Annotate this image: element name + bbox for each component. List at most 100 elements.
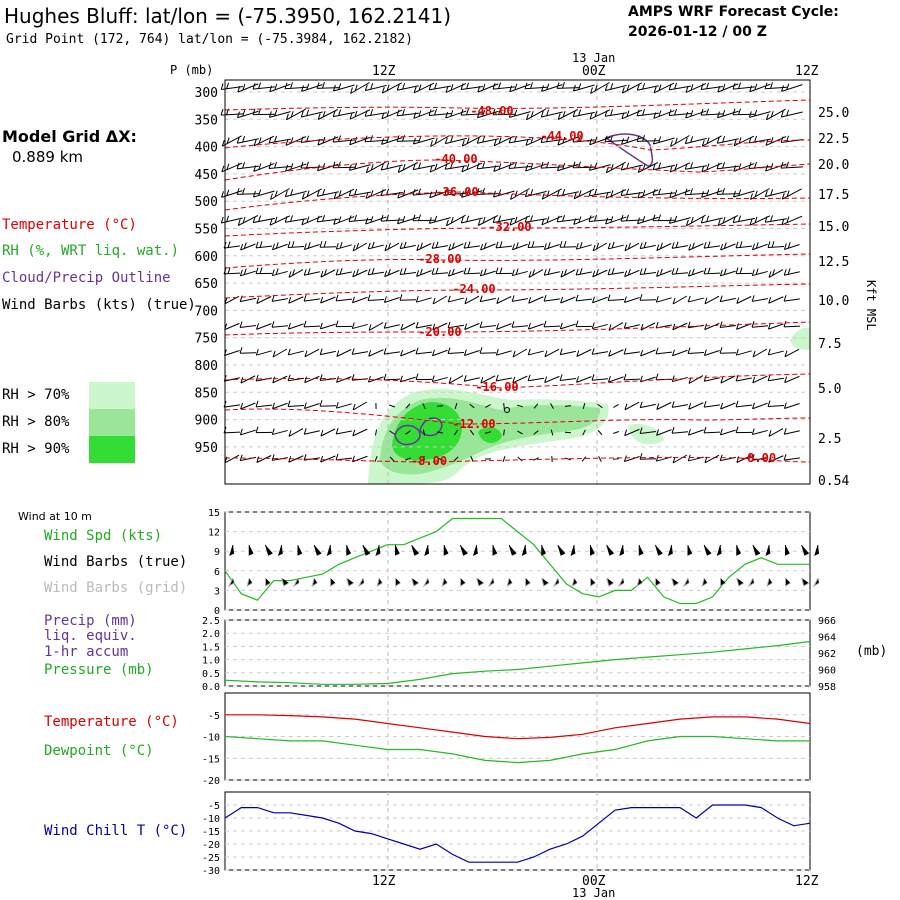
wind-barb (533, 403, 539, 409)
wind-barb (368, 349, 384, 357)
wind-barb-true (248, 545, 254, 556)
wind-barb-true (362, 544, 371, 556)
wind-barb-grid (357, 577, 365, 588)
temperature-tick: -10 (202, 733, 220, 744)
wind-barb (271, 321, 289, 328)
wind-barb-true (752, 544, 761, 556)
rh70-swatch (89, 382, 135, 409)
wind-barb (556, 82, 580, 89)
pressure-tick-label: 400 (195, 141, 218, 156)
legend-cloud-outline: Cloud/Precip Outline (2, 270, 171, 286)
wind-barb (560, 269, 576, 278)
wind-barb-grid (346, 577, 355, 587)
wind-barb (560, 296, 576, 304)
wind-barb (271, 428, 288, 436)
pressure-tick-label: 350 (195, 113, 218, 128)
wind-barb (432, 322, 448, 331)
wind-barb (336, 376, 352, 383)
wind-barb-grid (376, 577, 383, 588)
wind-barb (397, 215, 419, 225)
wind-barb (656, 429, 672, 436)
cycle-label: AMPS WRF Forecast Cycle: (628, 4, 839, 20)
wind-barb (704, 454, 720, 464)
wind-barb (492, 215, 515, 224)
wind-barb (564, 431, 572, 434)
wind-barb (636, 82, 659, 91)
wind-barb (237, 109, 259, 119)
wind-barb (463, 349, 480, 356)
wind-barb (544, 348, 560, 358)
wind-barb (477, 109, 499, 119)
wind-barb (381, 82, 402, 94)
wind-barb (550, 429, 554, 436)
temperature-contour (224, 191, 811, 211)
wind-barb (415, 347, 433, 355)
wind-barb (256, 296, 272, 304)
wind-barb (287, 400, 305, 408)
wind-barb (783, 294, 800, 302)
wind-barb-grid (525, 578, 531, 587)
wind-barb (652, 136, 675, 145)
wind-chill-tick: -25 (202, 853, 220, 864)
wind-barb (732, 108, 756, 116)
wind-barb (383, 322, 400, 329)
wind-barb (336, 349, 352, 357)
wind-barb (303, 453, 320, 461)
temperature-contour (224, 159, 811, 181)
wind-barb (655, 296, 672, 303)
top-tick-12z-b: 12Z (795, 64, 819, 79)
wind-barb (597, 429, 603, 436)
wind-barb (751, 321, 769, 328)
wind-barb (236, 188, 260, 195)
wind-barb-true (521, 544, 527, 556)
top-date-label: 13 Jan (572, 51, 616, 65)
wind-barb-grid (736, 577, 745, 587)
wind-barb (624, 401, 640, 411)
wind-barb (623, 296, 640, 303)
wind-barb (224, 454, 240, 464)
wind-barb (380, 214, 404, 222)
wind-barb (365, 216, 387, 225)
wind-barb (672, 295, 688, 305)
wind-barb-grid (671, 577, 680, 587)
wind-barb-true (443, 545, 449, 556)
wind-barb (447, 321, 464, 329)
wind-barb (575, 241, 592, 250)
wind-barb (396, 82, 419, 91)
wind-barb (412, 162, 435, 171)
wind-barb (688, 375, 704, 384)
wind-barb (368, 322, 384, 331)
wind-barb-grid (441, 577, 448, 588)
wind-chill-tick: -30 (202, 866, 220, 877)
wind-barb (509, 83, 531, 93)
wind-barb (581, 456, 587, 462)
wind-barb-grid (682, 577, 690, 588)
wind-barb (688, 402, 704, 410)
kft-tick-label: 0.54 (818, 474, 849, 489)
wind-barb (477, 83, 499, 93)
wind-barb (223, 267, 241, 275)
wind-barb (592, 242, 608, 252)
wind-barb (607, 241, 624, 250)
wind-barb (303, 402, 320, 409)
wind-barb-true (703, 544, 712, 556)
rh90-region (392, 402, 462, 461)
wind-barb (428, 215, 451, 224)
wind-barb (655, 373, 673, 381)
wind-barb (485, 404, 491, 408)
wind-barb (639, 241, 656, 250)
wind-barb (572, 83, 595, 92)
wind-barb (704, 295, 720, 305)
wind-barb (588, 188, 611, 197)
pressure-tick: 960 (818, 666, 836, 677)
wind-barb (636, 135, 660, 142)
temperature-contour-label: -44.00 (540, 129, 583, 143)
wind-barb-true (326, 544, 332, 556)
wind-barb (412, 136, 435, 145)
wind-barb (717, 83, 739, 93)
wind-barb-true (411, 544, 419, 556)
wind-barb (700, 108, 724, 116)
wind-barb (303, 428, 320, 435)
wind-barb (612, 458, 620, 460)
wind-barb (492, 108, 516, 116)
